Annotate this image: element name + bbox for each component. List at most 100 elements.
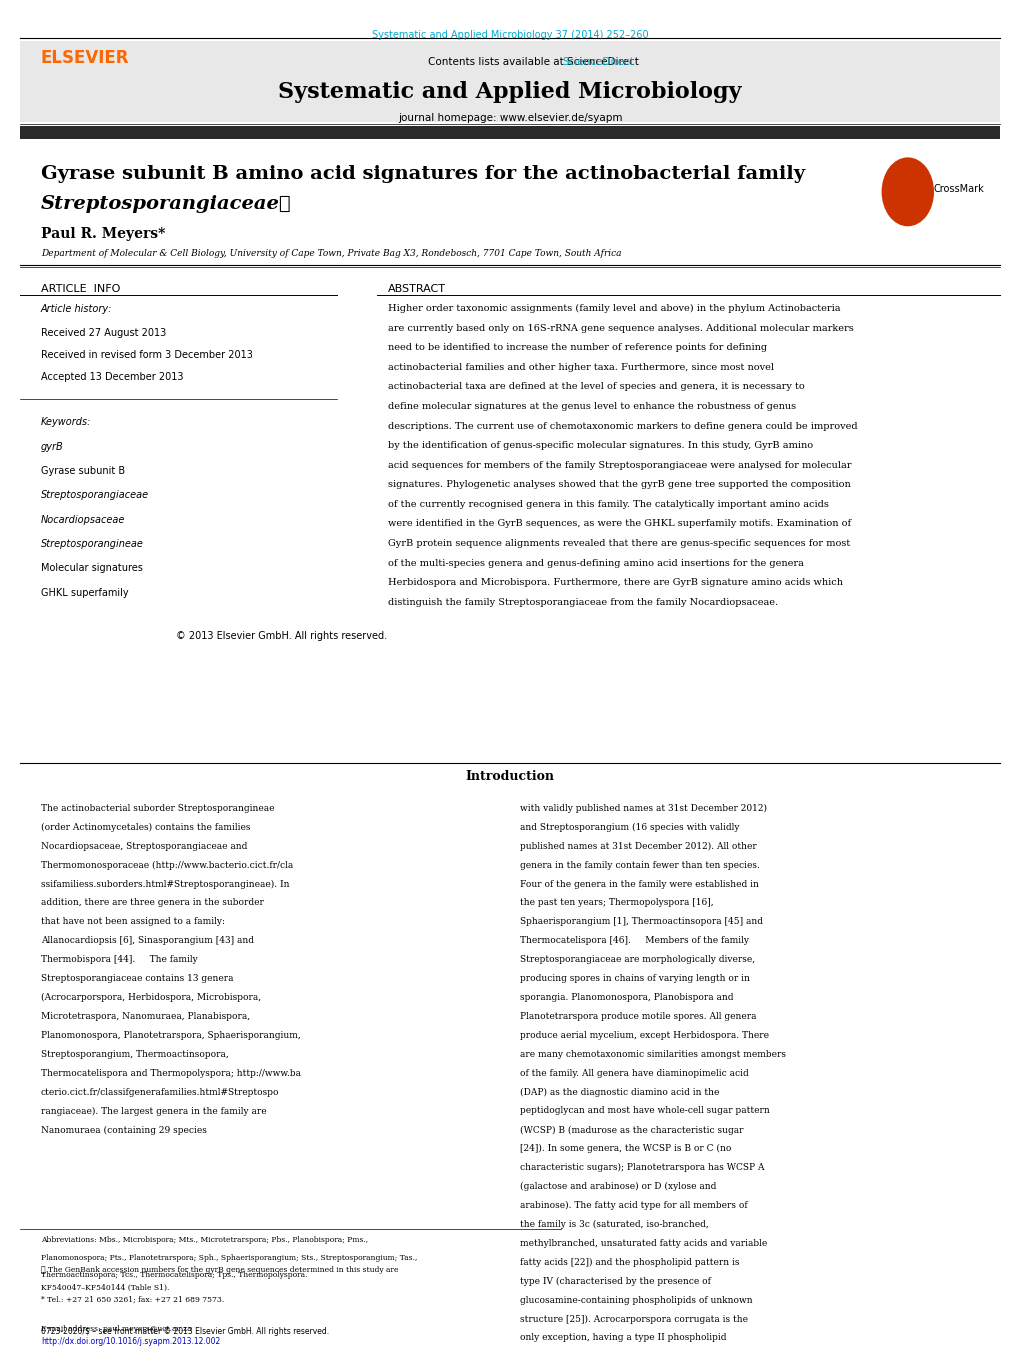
Text: CrossMark: CrossMark [932, 184, 983, 195]
Text: Thermomonosporaceae (http://www.bacterio.cict.fr/cla: Thermomonosporaceae (http://www.bacterio… [41, 861, 292, 870]
Text: 0723-2020/$ – see front matter © 2013 Elsevier GmbH. All rights reserved.: 0723-2020/$ – see front matter © 2013 El… [41, 1327, 328, 1336]
Text: that have not been assigned to a family:: that have not been assigned to a family: [41, 917, 224, 927]
Text: Streptosporangiaceae★: Streptosporangiaceae★ [41, 195, 291, 212]
Text: cterio.cict.fr/classifgenerafamilies.html#Streptospo: cterio.cict.fr/classifgenerafamilies.htm… [41, 1088, 279, 1097]
Text: Herbidospora and Microbispora. Furthermore, there are GyrB signature amino acids: Herbidospora and Microbispora. Furthermo… [387, 578, 842, 588]
Text: Planotetrarspora produce motile spores. All genera: Planotetrarspora produce motile spores. … [520, 1012, 756, 1021]
Text: arabinose). The fatty acid type for all members of: arabinose). The fatty acid type for all … [520, 1201, 747, 1210]
Text: the family is 3c (saturated, iso-branched,: the family is 3c (saturated, iso-branche… [520, 1220, 708, 1229]
Text: Received 27 August 2013: Received 27 August 2013 [41, 328, 166, 338]
Text: ScienceDirect: ScienceDirect [562, 57, 634, 66]
Text: KF540047–KF540144 (Table S1).: KF540047–KF540144 (Table S1). [41, 1283, 169, 1292]
Text: by the identification of genus-specific molecular signatures. In this study, Gyr: by the identification of genus-specific … [387, 440, 812, 450]
Text: Accepted 13 December 2013: Accepted 13 December 2013 [41, 372, 183, 381]
Text: ARTICLE  INFO: ARTICLE INFO [41, 284, 120, 293]
Text: structure [25]). Acrocarporspora corrugata is the: structure [25]). Acrocarporspora corruga… [520, 1315, 748, 1324]
Text: Paul R. Meyers*: Paul R. Meyers* [41, 227, 165, 240]
Text: acid sequences for members of the family Streptosporangiaceae were analysed for : acid sequences for members of the family… [387, 461, 850, 470]
Text: and Streptosporangium (16 species with validly: and Streptosporangium (16 species with v… [520, 823, 739, 832]
Text: ELSEVIER: ELSEVIER [41, 49, 129, 66]
Text: Systematic and Applied Microbiology: Systematic and Applied Microbiology [278, 81, 741, 103]
Text: characteristic sugars); Planotetrarspora has WCSP A: characteristic sugars); Planotetrarspora… [520, 1163, 764, 1173]
Text: (order Actinomycetales) contains the families: (order Actinomycetales) contains the fam… [41, 823, 250, 832]
Text: actinobacterial taxa are defined at the level of species and genera, it is neces: actinobacterial taxa are defined at the … [387, 382, 804, 392]
FancyBboxPatch shape [20, 41, 999, 122]
Text: ABSTRACT: ABSTRACT [387, 284, 445, 293]
Circle shape [881, 158, 932, 226]
Text: need to be identified to increase the number of reference points for defining: need to be identified to increase the nu… [387, 343, 766, 353]
Text: rangiaceae). The largest genera in the family are: rangiaceae). The largest genera in the f… [41, 1106, 266, 1116]
Text: Molecular signatures: Molecular signatures [41, 563, 143, 573]
Text: Streptosporangiaceae: Streptosporangiaceae [41, 490, 149, 500]
Text: Streptosporangiaceae contains 13 genera: Streptosporangiaceae contains 13 genera [41, 974, 233, 984]
Text: Keywords:: Keywords: [41, 417, 91, 427]
Text: Thermocatelispora [46].     Members of the family: Thermocatelispora [46]. Members of the f… [520, 936, 749, 946]
Text: of the currently recognised genera in this family. The catalytically important a: of the currently recognised genera in th… [387, 500, 827, 509]
Text: with validly published names at 31st December 2012): with validly published names at 31st Dec… [520, 804, 766, 813]
Text: Gyrase subunit B: Gyrase subunit B [41, 466, 124, 476]
Text: (DAP) as the diagnostic diamino acid in the: (DAP) as the diagnostic diamino acid in … [520, 1088, 718, 1097]
Text: The actinobacterial suborder Streptosporangineae: The actinobacterial suborder Streptospor… [41, 804, 274, 813]
Text: the past ten years; Thermopolyspora [16],: the past ten years; Thermopolyspora [16]… [520, 898, 713, 908]
Text: http://dx.doi.org/10.1016/j.syapm.2013.12.002: http://dx.doi.org/10.1016/j.syapm.2013.1… [41, 1337, 220, 1347]
Text: E-mail address: paul.meyers@uct.ac.za: E-mail address: paul.meyers@uct.ac.za [41, 1325, 192, 1333]
FancyBboxPatch shape [20, 126, 999, 139]
Text: Four of the genera in the family were established in: Four of the genera in the family were es… [520, 880, 758, 889]
Text: Planomonospora; Pts., Planotetrarspora; Sph., Sphaerisporangium; Sts., Streptosp: Planomonospora; Pts., Planotetrarspora; … [41, 1254, 417, 1262]
Text: signatures. Phylogenetic analyses showed that the gyrB gene tree supported the c: signatures. Phylogenetic analyses showed… [387, 480, 850, 489]
Text: ssifamiliess.suborders.html#Streptosporangineae). In: ssifamiliess.suborders.html#Streptospora… [41, 880, 289, 889]
Text: GyrB protein sequence alignments revealed that there are genus-specific sequence: GyrB protein sequence alignments reveale… [387, 539, 849, 549]
Text: Thermocatelispora and Thermopolyspora; http://www.ba: Thermocatelispora and Thermopolyspora; h… [41, 1069, 301, 1078]
Text: of the multi-species genera and genus-defining amino acid insertions for the gen: of the multi-species genera and genus-de… [387, 559, 803, 567]
Text: Thermoactinsopora; Tcs., Thermocatelispora; Tps., Thermopolyspora.: Thermoactinsopora; Tcs., Thermocatelispo… [41, 1271, 307, 1279]
Text: Planomonospora, Planotetrarspora, Sphaerisporangium,: Planomonospora, Planotetrarspora, Sphaer… [41, 1031, 301, 1040]
Text: Gyrase subunit B amino acid signatures for the actinobacterial family: Gyrase subunit B amino acid signatures f… [41, 165, 804, 182]
Text: (Acrocarporspora, Herbidospora, Microbispora,: (Acrocarporspora, Herbidospora, Microbis… [41, 993, 261, 1002]
Text: Streptosporangiaceae are morphologically diverse,: Streptosporangiaceae are morphologically… [520, 955, 755, 965]
Text: peptidoglycan and most have whole-cell sugar pattern: peptidoglycan and most have whole-cell s… [520, 1106, 769, 1116]
Text: (WCSP) B (madurose as the characteristic sugar: (WCSP) B (madurose as the characteristic… [520, 1125, 743, 1135]
Text: journal homepage: www.elsevier.de/syapm: journal homepage: www.elsevier.de/syapm [397, 113, 622, 123]
Text: © 2013 Elsevier GmbH. All rights reserved.: © 2013 Elsevier GmbH. All rights reserve… [176, 631, 387, 640]
Text: Streptosporangium, Thermoactinsopora,: Streptosporangium, Thermoactinsopora, [41, 1050, 228, 1059]
Text: (galactose and arabinose) or D (xylose and: (galactose and arabinose) or D (xylose a… [520, 1182, 716, 1192]
Text: actinobacterial families and other higher taxa. Furthermore, since most novel: actinobacterial families and other highe… [387, 362, 772, 372]
Text: Abbreviations: Mbs., Microbispora; Mts., Microtetrarspora; Pbs., Planobispora; P: Abbreviations: Mbs., Microbispora; Mts.,… [41, 1236, 368, 1244]
Text: producing spores in chains of varying length or in: producing spores in chains of varying le… [520, 974, 749, 984]
Text: ★ The GenBank accession numbers for the gyrB gene sequences determined in this s: ★ The GenBank accession numbers for the … [41, 1266, 397, 1274]
Text: type IV (characterised by the presence of: type IV (characterised by the presence o… [520, 1277, 710, 1286]
Text: Nocardiopsaceae: Nocardiopsaceae [41, 515, 125, 524]
Text: only exception, having a type II phospholipid: only exception, having a type II phospho… [520, 1333, 726, 1343]
Text: sporangia. Planomonospora, Planobispora and: sporangia. Planomonospora, Planobispora … [520, 993, 733, 1002]
Text: Sphaerisporangium [1], Thermoactinsopora [45] and: Sphaerisporangium [1], Thermoactinsopora… [520, 917, 762, 927]
Text: Nocardiopsaceae, Streptosporangiaceae and: Nocardiopsaceae, Streptosporangiaceae an… [41, 842, 247, 851]
Text: methylbranched, unsaturated fatty acids and variable: methylbranched, unsaturated fatty acids … [520, 1239, 766, 1248]
Text: of the family. All genera have diaminopimelic acid: of the family. All genera have diaminopi… [520, 1069, 748, 1078]
Text: Introduction: Introduction [465, 770, 554, 784]
Text: Received in revised form 3 December 2013: Received in revised form 3 December 2013 [41, 350, 253, 359]
Text: distinguish the family Streptosporangiaceae from the family Nocardiopsaceae.: distinguish the family Streptosporangiac… [387, 597, 776, 607]
Text: descriptions. The current use of chemotaxonomic markers to define genera could b: descriptions. The current use of chemota… [387, 422, 856, 431]
Text: were identified in the GyrB sequences, as were the GHKL superfamily motifs. Exam: were identified in the GyrB sequences, a… [387, 519, 850, 528]
Text: addition, there are three genera in the suborder: addition, there are three genera in the … [41, 898, 264, 908]
Text: Nanomuraea (containing 29 species: Nanomuraea (containing 29 species [41, 1125, 207, 1135]
Text: Higher order taxonomic assignments (family level and above) in the phylum Actino: Higher order taxonomic assignments (fami… [387, 304, 840, 313]
Text: [24]). In some genera, the WCSP is B or C (no: [24]). In some genera, the WCSP is B or … [520, 1144, 731, 1154]
Text: Contents lists available at ScienceDirect: Contents lists available at ScienceDirec… [428, 57, 639, 66]
Text: Microtetraspora, Nanomuraea, Planabispora,: Microtetraspora, Nanomuraea, Planabispor… [41, 1012, 250, 1021]
Text: are many chemotaxonomic similarities amongst members: are many chemotaxonomic similarities amo… [520, 1050, 786, 1059]
Text: GHKL superfamily: GHKL superfamily [41, 588, 128, 597]
Text: produce aerial mycelium, except Herbidospora. There: produce aerial mycelium, except Herbidos… [520, 1031, 768, 1040]
Text: glucosamine-containing phospholipids of unknown: glucosamine-containing phospholipids of … [520, 1296, 752, 1305]
Text: Streptosporangineae: Streptosporangineae [41, 539, 144, 549]
Text: Department of Molecular & Cell Biology, University of Cape Town, Private Bag X3,: Department of Molecular & Cell Biology, … [41, 249, 621, 258]
Text: are currently based only on 16S-rRNA gene sequence analyses. Additional molecula: are currently based only on 16S-rRNA gen… [387, 324, 853, 332]
Text: Article history:: Article history: [41, 304, 112, 313]
Text: fatty acids [22]) and the phospholipid pattern is: fatty acids [22]) and the phospholipid p… [520, 1258, 739, 1267]
Text: published names at 31st December 2012). All other: published names at 31st December 2012). … [520, 842, 756, 851]
Text: Allanocardiopsis [6], Sinasporangium [43] and: Allanocardiopsis [6], Sinasporangium [43… [41, 936, 254, 946]
Text: define molecular signatures at the genus level to enhance the robustness of genu: define molecular signatures at the genus… [387, 403, 795, 411]
Text: * Tel.: +27 21 650 3261; fax: +27 21 689 7573.: * Tel.: +27 21 650 3261; fax: +27 21 689… [41, 1296, 224, 1304]
Text: gyrB: gyrB [41, 442, 63, 451]
Text: genera in the family contain fewer than ten species.: genera in the family contain fewer than … [520, 861, 759, 870]
